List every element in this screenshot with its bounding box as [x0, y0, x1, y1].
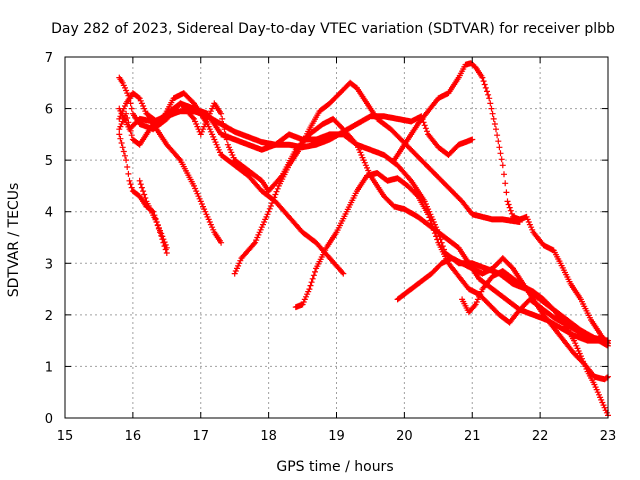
series-arc-5: [136, 177, 170, 251]
series-markers: [391, 60, 611, 347]
y-tick-label: 3: [45, 257, 53, 272]
y-axis-label: SDTVAR / TECUs: [6, 183, 22, 298]
y-tick-label: 4: [45, 206, 53, 221]
x-tick-label: 15: [57, 429, 74, 444]
x-tick-label: 21: [464, 429, 481, 444]
x-tick-label: 17: [192, 429, 209, 444]
x-tick-label: 19: [328, 429, 345, 444]
x-tick-label: 18: [260, 429, 277, 444]
y-tick-label: 5: [45, 154, 53, 169]
series-markers: [459, 268, 611, 419]
data-points: [116, 60, 611, 419]
series-arc-3: [116, 100, 611, 347]
x-tick-label: 20: [396, 429, 413, 444]
series-arc-7: [231, 79, 523, 277]
x-tick-label: 23: [600, 429, 617, 444]
y-tick-label: 7: [45, 51, 53, 66]
y-tick-label: 2: [45, 309, 53, 324]
series-arc-10: [459, 268, 611, 419]
series-arc-12: [391, 60, 611, 347]
y-tick-label: 6: [45, 103, 53, 118]
series-arc-11: [116, 105, 476, 158]
series-markers: [116, 105, 476, 158]
chart-title: Day 282 of 2023, Sidereal Day-to-day VTE…: [51, 21, 615, 37]
x-tick-label: 22: [532, 429, 549, 444]
y-tick-label: 1: [45, 360, 53, 375]
series-markers: [116, 100, 611, 347]
y-tick-label: 0: [45, 412, 53, 427]
series-markers: [116, 90, 347, 277]
series-markers: [231, 79, 523, 277]
x-tick-label: 16: [125, 429, 142, 444]
series-arc-2: [116, 90, 347, 277]
series-markers: [136, 177, 170, 251]
x-axis-label: GPS time / hours: [276, 459, 393, 475]
